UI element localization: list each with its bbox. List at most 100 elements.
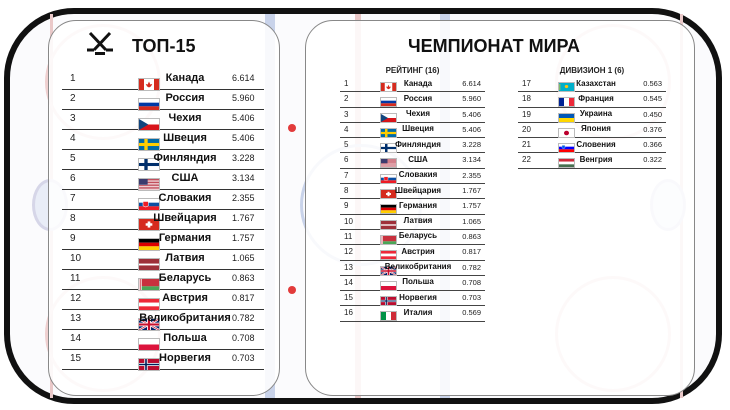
table-row: 8 Швейцария 1.767 — [62, 210, 264, 231]
rank-number: 9 — [70, 233, 76, 244]
rating-score: 0.563 — [643, 79, 662, 88]
table-row: 20 Япония 0.376 — [518, 123, 666, 139]
country-name: Россия — [165, 92, 205, 104]
country-name: Италия — [403, 307, 433, 317]
table-row: 14 Польша 0.708 — [62, 330, 264, 351]
flag-ua-icon — [538, 110, 575, 123]
top15-title: ТОП-15 — [132, 36, 196, 56]
rating-score: 0.708 — [232, 333, 255, 343]
flag-ca-icon — [100, 74, 160, 91]
country-name: Казахстан — [576, 78, 616, 88]
table-row: 9 Германия 1.757 — [62, 230, 264, 251]
rating-score: 0.569 — [462, 308, 481, 318]
rating-score: 3.134 — [462, 155, 481, 165]
country-name: Германия — [158, 232, 212, 244]
rank-number: 8 — [70, 213, 76, 224]
rating-score: 0.863 — [462, 231, 481, 241]
division-title: ДИВИЗИОН 1 (6) — [559, 66, 625, 75]
country-name: Франция — [578, 93, 614, 103]
table-row: 10 Латвия 1.065 — [340, 215, 485, 230]
rank-number: 12 — [344, 247, 353, 257]
table-row: 18 Франция 0.545 — [518, 92, 666, 108]
table-row: 2 Россия 5.960 — [62, 90, 264, 111]
country-name: США — [408, 154, 428, 164]
table-row: 4 Швеция 5.406 — [62, 130, 264, 151]
rank-number: 20 — [522, 124, 531, 134]
flag-gb-icon — [360, 263, 397, 276]
table-row: 7 Словакия 2.355 — [62, 190, 264, 211]
rating-score: 0.450 — [643, 109, 662, 119]
country-name: Норвегия — [399, 292, 437, 302]
flag-sk-icon — [360, 171, 397, 184]
table-row: 22 Венгрия 0.322 — [518, 153, 666, 169]
rating-score: 3.134 — [232, 173, 255, 183]
rating-score: 0.863 — [232, 273, 255, 283]
country-name: Канада — [165, 72, 205, 84]
rating-score: 1.767 — [232, 213, 255, 223]
rating-table: 1 Канада 6.614 2 Россия 5.960 3 Чехия 5.406 4 Швец… — [340, 77, 485, 322]
rank-number: 22 — [522, 155, 531, 165]
division-table: 17 Казахстан 0.563 18 Франция 0.545 19 Украина 0… — [518, 77, 666, 169]
flag-pl-icon — [100, 334, 160, 351]
rank-number: 3 — [344, 109, 349, 119]
rating-score: 3.228 — [462, 140, 481, 150]
rank-number: 13 — [70, 313, 82, 324]
country-name: Великобритания — [384, 262, 452, 272]
championship-title: ЧЕМПИОНАТ МИРА — [408, 36, 580, 56]
table-row: 11 Беларусь 0.863 — [340, 230, 485, 246]
flag-ca-icon — [360, 80, 397, 92]
faceoff-dot — [288, 286, 296, 294]
flag-kz-icon — [538, 80, 575, 92]
table-row: 21 Словения 0.366 — [518, 138, 666, 154]
country-name: Австрия — [162, 292, 208, 304]
country-name: Словакия — [158, 192, 212, 204]
table-row: 3 Чехия 5.406 — [62, 110, 264, 131]
country-name: Чехия — [168, 112, 202, 124]
rating-score: 0.817 — [232, 293, 255, 303]
country-name: Россия — [403, 93, 433, 103]
rank-number: 1 — [70, 73, 76, 84]
table-row: 15 Норвегия 0.703 — [340, 291, 485, 307]
rating-score: 5.960 — [232, 93, 255, 103]
country-name: Украина — [579, 109, 613, 119]
rating-score: 0.703 — [462, 293, 481, 303]
table-row: 4 Швеция 5.406 — [340, 123, 485, 139]
rank-number: 14 — [344, 277, 353, 287]
table-row: 11 Беларусь 0.863 — [62, 270, 264, 291]
table-row: 1 Канада 6.614 — [62, 70, 264, 91]
flag-pl-icon — [360, 278, 397, 291]
rank-number: 6 — [70, 173, 76, 184]
flag-fi-icon — [100, 154, 160, 171]
rating-score: 6.614 — [232, 73, 255, 83]
table-row: 5 Финляндия 3.228 — [62, 150, 264, 171]
rating-score: 0.817 — [462, 247, 481, 257]
rank-number: 1 — [344, 79, 349, 88]
country-name: Словения — [576, 139, 616, 149]
flag-hu-icon — [538, 156, 575, 169]
rank-number: 4 — [344, 124, 349, 134]
flag-cz-icon — [360, 110, 397, 123]
table-row: 5 Финляндия 3.228 — [340, 138, 485, 154]
top15-panel — [48, 20, 280, 396]
rank-number: 6 — [344, 155, 349, 165]
flag-by-icon — [100, 274, 160, 291]
flag-ch-icon — [360, 187, 397, 200]
rank-number: 2 — [344, 94, 349, 104]
country-name: Швеция — [163, 132, 207, 144]
flag-se-icon — [100, 134, 160, 151]
flag-cz-icon — [100, 114, 160, 131]
country-name: Швейцария — [394, 185, 442, 195]
rating-score: 0.545 — [643, 94, 662, 104]
table-row: 6 США 3.134 — [340, 153, 485, 169]
rating-score: 5.406 — [462, 124, 481, 134]
country-name: Латвия — [165, 252, 205, 264]
country-name: Польша — [163, 332, 207, 344]
country-name: Беларусь — [398, 231, 438, 241]
country-name: Финляндия — [395, 139, 441, 149]
rating-score: 5.960 — [462, 94, 481, 104]
flag-at-icon — [100, 294, 160, 311]
country-name: Германия — [398, 200, 438, 210]
country-name: Чехия — [406, 109, 430, 119]
country-name: Канада — [403, 78, 433, 88]
country-name: Латвия — [403, 216, 433, 226]
